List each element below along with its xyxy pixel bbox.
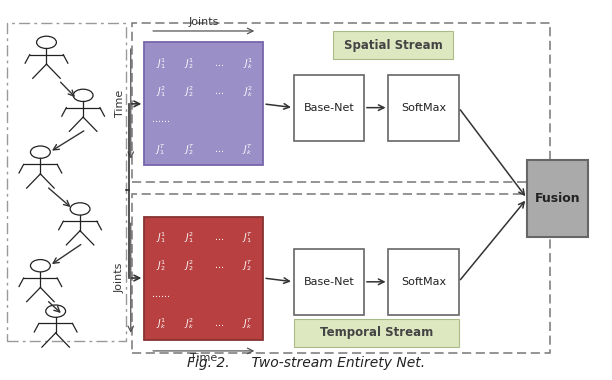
- Text: $J_2^T$: $J_2^T$: [184, 142, 195, 157]
- FancyBboxPatch shape: [389, 249, 458, 315]
- Text: $J_1^T$: $J_1^T$: [155, 142, 166, 157]
- Text: Time: Time: [190, 353, 217, 364]
- Text: $J_2^1$: $J_2^1$: [155, 258, 166, 273]
- Text: Base-Net: Base-Net: [304, 103, 354, 112]
- Text: Fig. 2.     Two-stream Entirety Net.: Fig. 2. Two-stream Entirety Net.: [187, 356, 425, 370]
- Text: $\cdots\cdots$: $\cdots\cdots$: [151, 290, 170, 299]
- FancyBboxPatch shape: [294, 319, 458, 347]
- Text: $J_k^1$: $J_k^1$: [155, 316, 166, 331]
- FancyBboxPatch shape: [294, 249, 364, 315]
- Text: SoftMax: SoftMax: [401, 103, 446, 112]
- Text: $J_k^2$: $J_k^2$: [184, 316, 195, 331]
- FancyBboxPatch shape: [334, 31, 452, 59]
- Text: Joints: Joints: [188, 16, 219, 27]
- Text: $J_k^1$: $J_k^1$: [242, 56, 253, 71]
- Text: $J_1^2$: $J_1^2$: [155, 84, 166, 99]
- FancyBboxPatch shape: [527, 160, 588, 238]
- Text: Fusion: Fusion: [535, 192, 580, 205]
- Text: $J_k^T$: $J_k^T$: [242, 142, 253, 157]
- Text: $J_1^2$: $J_1^2$: [184, 230, 195, 245]
- Text: $\cdots$: $\cdots$: [214, 319, 224, 328]
- Text: $J_k^2$: $J_k^2$: [243, 84, 253, 99]
- Text: $J_k^T$: $J_k^T$: [242, 316, 253, 331]
- FancyBboxPatch shape: [144, 42, 263, 165]
- Text: $J_1^T$: $J_1^T$: [242, 230, 253, 245]
- Text: Spatial Stream: Spatial Stream: [343, 39, 442, 52]
- Text: $\cdots$: $\cdots$: [214, 87, 224, 96]
- Text: Base-Net: Base-Net: [304, 277, 354, 287]
- Text: $\cdots\cdots$: $\cdots\cdots$: [151, 116, 170, 124]
- Text: $J_2^2$: $J_2^2$: [184, 84, 195, 99]
- Text: $J_1^1$: $J_1^1$: [155, 230, 166, 245]
- Text: Joints: Joints: [115, 263, 125, 293]
- Text: Time: Time: [115, 90, 125, 117]
- Text: SoftMax: SoftMax: [401, 277, 446, 287]
- Text: $\cdots$: $\cdots$: [214, 145, 224, 154]
- Text: $\cdots$: $\cdots$: [214, 59, 224, 68]
- FancyBboxPatch shape: [144, 217, 263, 340]
- Text: $J_2^T$: $J_2^T$: [242, 258, 253, 273]
- Text: $J_2^1$: $J_2^1$: [184, 56, 195, 71]
- Text: $J_1^1$: $J_1^1$: [155, 56, 166, 71]
- Text: $J_2^2$: $J_2^2$: [184, 258, 195, 273]
- FancyBboxPatch shape: [294, 74, 364, 141]
- FancyBboxPatch shape: [389, 74, 458, 141]
- Text: $\cdots$: $\cdots$: [214, 261, 224, 270]
- Text: $\cdots$: $\cdots$: [214, 233, 224, 242]
- Text: Temporal Stream: Temporal Stream: [319, 326, 433, 339]
